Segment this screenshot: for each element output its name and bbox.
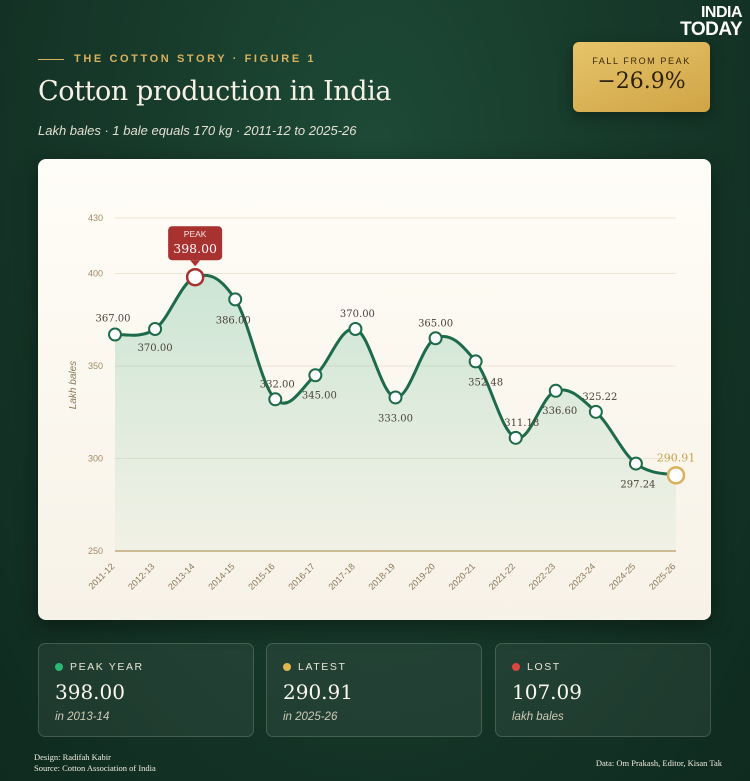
stat-note: in 2013-14: [55, 711, 110, 723]
x-tick-label: 2014-15: [206, 561, 236, 591]
brand-logo: INDIA TODAY: [680, 4, 743, 40]
data-point: [628, 456, 643, 471]
x-tick-label: 2016-17: [286, 561, 316, 591]
y-tick-label: 250: [88, 546, 103, 556]
stat-label: LATEST: [298, 661, 347, 673]
eyebrow-text: THE COTTON STORY · FIGURE 1: [74, 53, 317, 65]
x-tick-label: 2020-21: [447, 561, 477, 591]
peak-tag-value: 398.00: [173, 241, 217, 256]
data-label: 352.48: [468, 377, 503, 388]
data-label: 311.18: [504, 418, 539, 429]
stat-dot: [283, 663, 291, 671]
area-fill: [115, 275, 676, 551]
x-tick-label: 2019-20: [407, 561, 437, 591]
data-label: 297.24: [620, 480, 655, 491]
x-tick-label: 2015-16: [246, 561, 276, 591]
x-tick-label: 2023-24: [567, 561, 597, 591]
callout-label: FALL FROM PEAK: [592, 56, 691, 66]
stat-value: 290.91: [283, 680, 353, 704]
x-tick-label: 2017-18: [326, 561, 356, 591]
x-tick-label: 2021-22: [487, 561, 517, 591]
stat-card-latest: LATEST 290.91 in 2025-26: [266, 643, 482, 737]
x-tick-label: 2024-25: [607, 561, 637, 591]
x-tick-label: 2022-23: [527, 561, 557, 591]
data-label: 365.00: [418, 318, 453, 329]
data-label: 345.00: [302, 390, 337, 401]
stat-card-lost: LOST 107.09 lakh bales: [495, 643, 711, 737]
data-labels: 367.00 370.00 386.00 332.00 345.00 370.00 333.…: [96, 309, 696, 491]
stat-label: PEAK YEAR: [70, 661, 144, 673]
data-points: [108, 267, 686, 485]
data-point: [548, 383, 563, 398]
data-point: [348, 322, 363, 336]
data-point: [388, 390, 403, 405]
footer-source: Source: Cotton Association of India: [34, 763, 156, 773]
footer-data: Data: Om Prakash, Editor, Kisan Tak: [595, 758, 722, 768]
eyebrow-rule: [38, 58, 64, 60]
data-point: [108, 327, 122, 342]
y-tick-label: 400: [88, 269, 103, 279]
data-point: [508, 430, 523, 445]
data-label: 386.00: [216, 315, 251, 326]
data-point: [468, 354, 483, 369]
x-tick-label: 2025-26: [647, 561, 677, 591]
peak-tag: PEAK 398.00: [168, 226, 223, 267]
data-label: 370.00: [138, 343, 173, 354]
x-tick-label: 2013-14: [166, 561, 196, 591]
x-tick-label: 2012-13: [126, 561, 156, 591]
stat-note: in 2025-26: [283, 711, 338, 723]
fall-from-peak-callout: FALL FROM PEAK −26.9%: [573, 42, 710, 112]
data-label: 333.00: [378, 413, 413, 424]
data-label: 290.91: [657, 451, 696, 464]
data-label: 367.00: [96, 314, 131, 325]
data-label: 332.00: [260, 379, 295, 390]
data-point: [428, 331, 443, 346]
y-tick-label: 350: [88, 361, 103, 371]
eyebrow: THE COTTON STORY · FIGURE 1: [38, 53, 316, 65]
page-title: Cotton production in India: [38, 76, 392, 107]
chart-panel: 250 300 350 400 430 Lakh bales 367.00 370.00 3…: [38, 159, 711, 620]
data-label: 336.60: [542, 406, 577, 417]
callout-value: −26.9%: [597, 69, 686, 94]
x-tick-labels: 2011-12 2012-13 2013-14 2014-15 2015-16 2016-…: [86, 561, 677, 591]
stat-note: lakh bales: [512, 711, 564, 723]
data-label: 325.22: [582, 392, 617, 403]
y-tick-label: 300: [88, 454, 103, 464]
brand-line-2: TODAY: [680, 18, 742, 40]
stat-value: 398.00: [55, 680, 125, 704]
x-tick-label: 2018-19: [366, 561, 396, 591]
footer-credits: Design: Radifah Kabir Source: Cotton Ass…: [34, 752, 156, 774]
footer-design: Design: Radifah Kabir: [34, 752, 111, 762]
data-point: [666, 466, 686, 485]
data-label: 370.00: [340, 309, 375, 320]
data-point: [185, 267, 205, 287]
stat-card-peak: PEAK YEAR 398.00 in 2013-14: [38, 643, 254, 737]
stat-value: 107.09: [512, 680, 582, 704]
data-point: [148, 322, 163, 336]
stat-dot: [512, 663, 520, 671]
stat-dot: [55, 663, 63, 671]
brand-line-1: INDIA: [700, 4, 743, 21]
peak-tag-pointer: [190, 260, 201, 267]
stat-label: LOST: [527, 661, 561, 673]
y-axis-label: Lakh bales: [68, 361, 79, 409]
y-tick-label: 430: [88, 213, 103, 223]
page-subtitle: Lakh bales · 1 bale equals 170 kg · 2011…: [38, 123, 357, 138]
data-point: [268, 392, 283, 407]
data-point: [228, 292, 243, 307]
data-point: [588, 404, 603, 419]
x-tick-label: 2011-12: [86, 561, 116, 591]
peak-tag-box: [168, 226, 223, 261]
data-point: [308, 368, 323, 383]
peak-tag-label: PEAK: [184, 229, 207, 239]
